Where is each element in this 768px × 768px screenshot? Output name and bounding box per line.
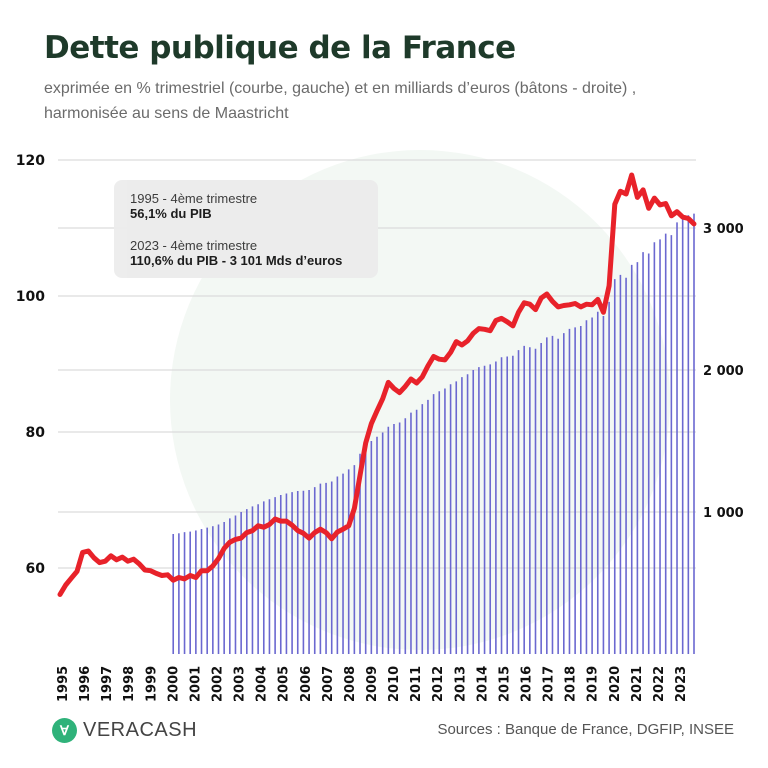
x-tick-label: 2012 — [431, 666, 446, 702]
chart-subtitle: exprimée en % trimestriel (courbe, gauch… — [44, 76, 744, 126]
veracash-logo: ∀ VERACASH — [52, 718, 197, 743]
left-axis: 60 80 100 120 — [16, 153, 45, 577]
x-tick-label: 1996 — [78, 666, 93, 702]
x-tick-label: 2001 — [188, 666, 203, 702]
source-note: Sources : Banque de France, DGFIP, INSEE — [437, 721, 734, 738]
x-tick-label: 2016 — [519, 666, 534, 702]
x-tick-label: 2003 — [233, 666, 248, 702]
subtitle-line-2: harmonisée au sens de Maastricht — [44, 105, 289, 122]
x-tick-label: 2015 — [497, 666, 512, 702]
x-tick-label: 2000 — [166, 666, 181, 702]
x-tick-label: 1999 — [144, 666, 159, 702]
x-axis: 1995 1996 1997 1998 1999 2000 2001 2002 2003 2004… — [56, 666, 689, 702]
annotation-first-value: 56,1% du PIB — [130, 206, 212, 221]
logo-text: VERACASH — [83, 719, 198, 741]
x-tick-label: 2014 — [475, 666, 490, 702]
subtitle-line-1: exprimée en % trimestriel (courbe, gauch… — [44, 80, 637, 97]
chart-title: Dette publique de la France — [44, 30, 516, 66]
annotation-box: 1995 - 4ème trimestre 56,1% du PIB 2023 … — [114, 180, 378, 278]
x-tick-label: 2023 — [674, 666, 689, 702]
x-tick-label: 2011 — [409, 666, 424, 702]
x-tick-label: 1998 — [122, 666, 137, 702]
right-tick-label: 3 000 — [703, 222, 744, 237]
annotation-last-value: 110,6% du PIB - 3 101 Mds d’euros — [130, 253, 343, 268]
x-tick-label: 2019 — [586, 666, 601, 702]
annotation-last-period: 2023 - 4ème trimestre — [130, 238, 258, 253]
x-tick-label: 2006 — [299, 666, 314, 702]
x-tick-label: 2022 — [652, 666, 667, 702]
x-tick-label: 2005 — [277, 666, 292, 702]
x-tick-label: 2017 — [542, 666, 557, 702]
x-tick-label: 2007 — [321, 666, 336, 702]
x-tick-label: 1995 — [56, 666, 71, 702]
annotation-first-period: 1995 - 4ème trimestre — [130, 191, 258, 206]
left-tick-label: 100 — [16, 289, 45, 305]
x-tick-label: 2010 — [387, 666, 402, 702]
x-tick-label: 2020 — [608, 666, 623, 702]
x-tick-label: 1997 — [100, 666, 115, 702]
x-tick-label: 2021 — [630, 666, 645, 702]
x-tick-label: 2008 — [343, 666, 358, 702]
x-tick-label: 2009 — [365, 666, 380, 702]
left-tick-label: 80 — [26, 425, 46, 441]
veracash-logo-icon: ∀ — [52, 718, 77, 743]
left-tick-label: 60 — [26, 561, 46, 577]
right-tick-label: 2 000 — [703, 364, 744, 379]
bar-series — [172, 213, 695, 654]
left-tick-label: 120 — [16, 153, 45, 169]
debt-ratio-line — [57, 172, 697, 597]
x-tick-label: 2013 — [453, 666, 468, 702]
right-axis: 1 000 2 000 3 000 — [703, 222, 744, 521]
right-tick-label: 1 000 — [703, 506, 744, 521]
x-tick-label: 2004 — [255, 666, 270, 702]
x-tick-label: 2002 — [210, 666, 225, 702]
x-tick-label: 2018 — [564, 666, 579, 702]
